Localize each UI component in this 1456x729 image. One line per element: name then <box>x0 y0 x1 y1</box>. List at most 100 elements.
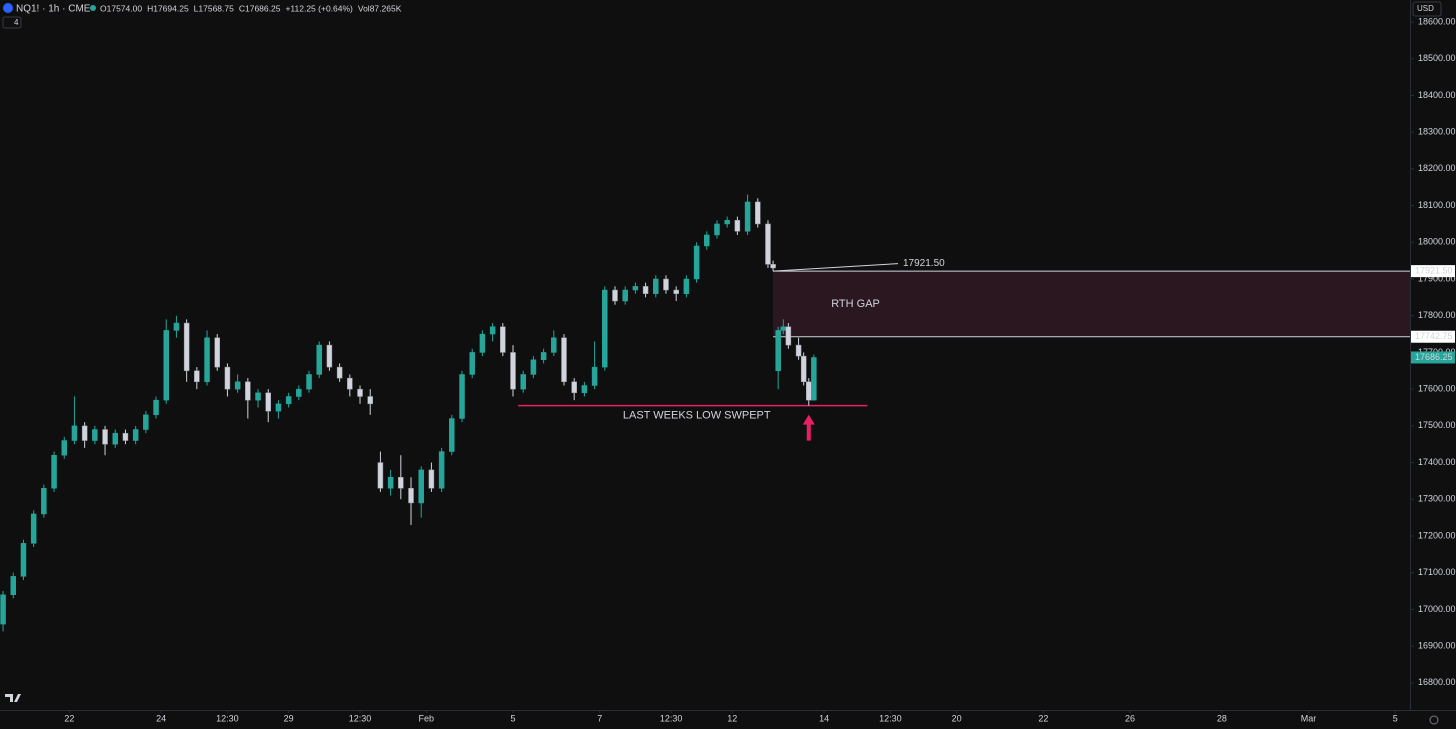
candle-body <box>795 344 802 357</box>
candle-body <box>0 594 6 625</box>
logo <box>5 694 21 702</box>
candle-body <box>765 223 771 265</box>
y-tick-label: 17600.00 <box>1418 384 1456 394</box>
ohlc-value: H17694.25 <box>147 3 189 13</box>
y-tick-label: 18000.00 <box>1418 237 1456 247</box>
candle-body <box>642 286 649 294</box>
x-tick-label: 28 <box>1217 713 1227 723</box>
candle-body <box>265 392 271 412</box>
candle-body <box>734 220 741 232</box>
candle-body <box>479 333 486 353</box>
trend-line <box>773 263 899 272</box>
candle-body <box>540 352 547 361</box>
y-tick-label: 17800.00 <box>1418 310 1456 320</box>
candle-body <box>653 278 659 294</box>
y-tick-label: 18400.00 <box>1418 90 1456 100</box>
x-tick-label: 29 <box>284 713 294 723</box>
price-tag-label: 17742.75 <box>1415 331 1453 341</box>
candle-body <box>775 330 781 372</box>
candle-body <box>530 359 537 375</box>
candle-body <box>489 326 496 335</box>
currency[interactable]: USD <box>1417 4 1434 13</box>
candle-body <box>632 286 639 291</box>
x-tick-label: 22 <box>1038 713 1048 723</box>
x-tick-label: 5 <box>510 713 515 723</box>
settings-icon[interactable] <box>1429 715 1439 725</box>
candle-body <box>51 454 57 489</box>
candle-body <box>551 337 557 353</box>
candle-body <box>459 374 465 419</box>
candle-body <box>561 337 567 383</box>
candle-body <box>122 432 129 441</box>
candle-body <box>449 418 455 452</box>
candle-body <box>469 352 475 375</box>
low-line-label: LAST WEEKS LOW SWPEPT <box>623 410 771 422</box>
gap-zone <box>773 271 1410 337</box>
x-tick-label: 12:30 <box>660 713 683 723</box>
y-tick-label: 17200.00 <box>1418 530 1456 540</box>
candle-body <box>71 425 78 441</box>
ohlc-value: C17686.25 <box>239 3 281 13</box>
candle-body <box>581 385 588 394</box>
x-tick-label: 20 <box>952 713 962 723</box>
price-tag <box>1411 265 1455 278</box>
candle-body <box>204 337 210 383</box>
y-tick-label: 18500.00 <box>1418 53 1456 63</box>
y-tick-label: 17500.00 <box>1418 420 1456 430</box>
candle-body <box>234 381 241 390</box>
x-tick-label: Mar <box>1301 713 1317 723</box>
symbol-title[interactable]: NQ1! · 1h · CME <box>16 4 91 15</box>
ohlc-value: Vol87.265K <box>358 3 402 13</box>
candle-body <box>785 326 792 346</box>
x-tick-label: 12 <box>727 713 737 723</box>
candle-body <box>357 388 363 397</box>
candle-body <box>408 488 414 504</box>
candle-body <box>438 451 445 489</box>
candle-body <box>800 355 807 383</box>
x-tick-label: 5 <box>1393 713 1398 723</box>
candle-body <box>367 396 373 405</box>
indicator-count[interactable]: 4 <box>14 18 19 27</box>
candle-body <box>316 344 322 375</box>
candle-body <box>81 425 88 441</box>
candle-body <box>61 440 68 456</box>
x-tick-label: 12:30 <box>216 713 239 723</box>
x-tick-label: Feb <box>419 713 435 723</box>
candle-body <box>387 476 394 489</box>
candle-body <box>591 366 598 386</box>
candle-body <box>20 543 27 577</box>
candle-body <box>296 388 302 397</box>
last-price-tag <box>1411 351 1455 364</box>
candle-body <box>10 576 17 595</box>
indicator-toggle[interactable] <box>2 16 22 29</box>
y-tick-label: 18100.00 <box>1418 200 1456 210</box>
candle-body <box>224 366 231 390</box>
candle-body <box>714 223 720 236</box>
x-tick-label: 24 <box>156 713 166 723</box>
y-tick-label: 17400.00 <box>1418 457 1456 467</box>
candle-body <box>398 476 404 489</box>
candle-body <box>194 370 200 383</box>
y-tick-label: 18300.00 <box>1418 127 1456 137</box>
x-tick-label: 12:30 <box>349 713 372 723</box>
ohlc-value: +112.25 (+0.64%) <box>285 3 353 13</box>
trend-label: 17921.50 <box>903 258 945 269</box>
candle-body <box>153 399 159 416</box>
candle-body <box>780 326 787 331</box>
candle-body <box>811 357 817 401</box>
currency-box[interactable] <box>1412 1 1442 17</box>
candle-body <box>143 414 149 430</box>
candle-body <box>673 289 679 294</box>
ohlc-value: L17568.75 <box>194 3 234 13</box>
status-dot <box>90 5 96 11</box>
candle-body <box>622 289 628 302</box>
y-tick-label: 17100.00 <box>1418 567 1456 577</box>
x-tick-label: 22 <box>64 713 74 723</box>
x-tick-label: 7 <box>597 713 602 723</box>
price-tag <box>1411 330 1455 343</box>
x-tick-label: 26 <box>1125 713 1135 723</box>
y-tick-label: 17900.00 <box>1418 273 1456 283</box>
